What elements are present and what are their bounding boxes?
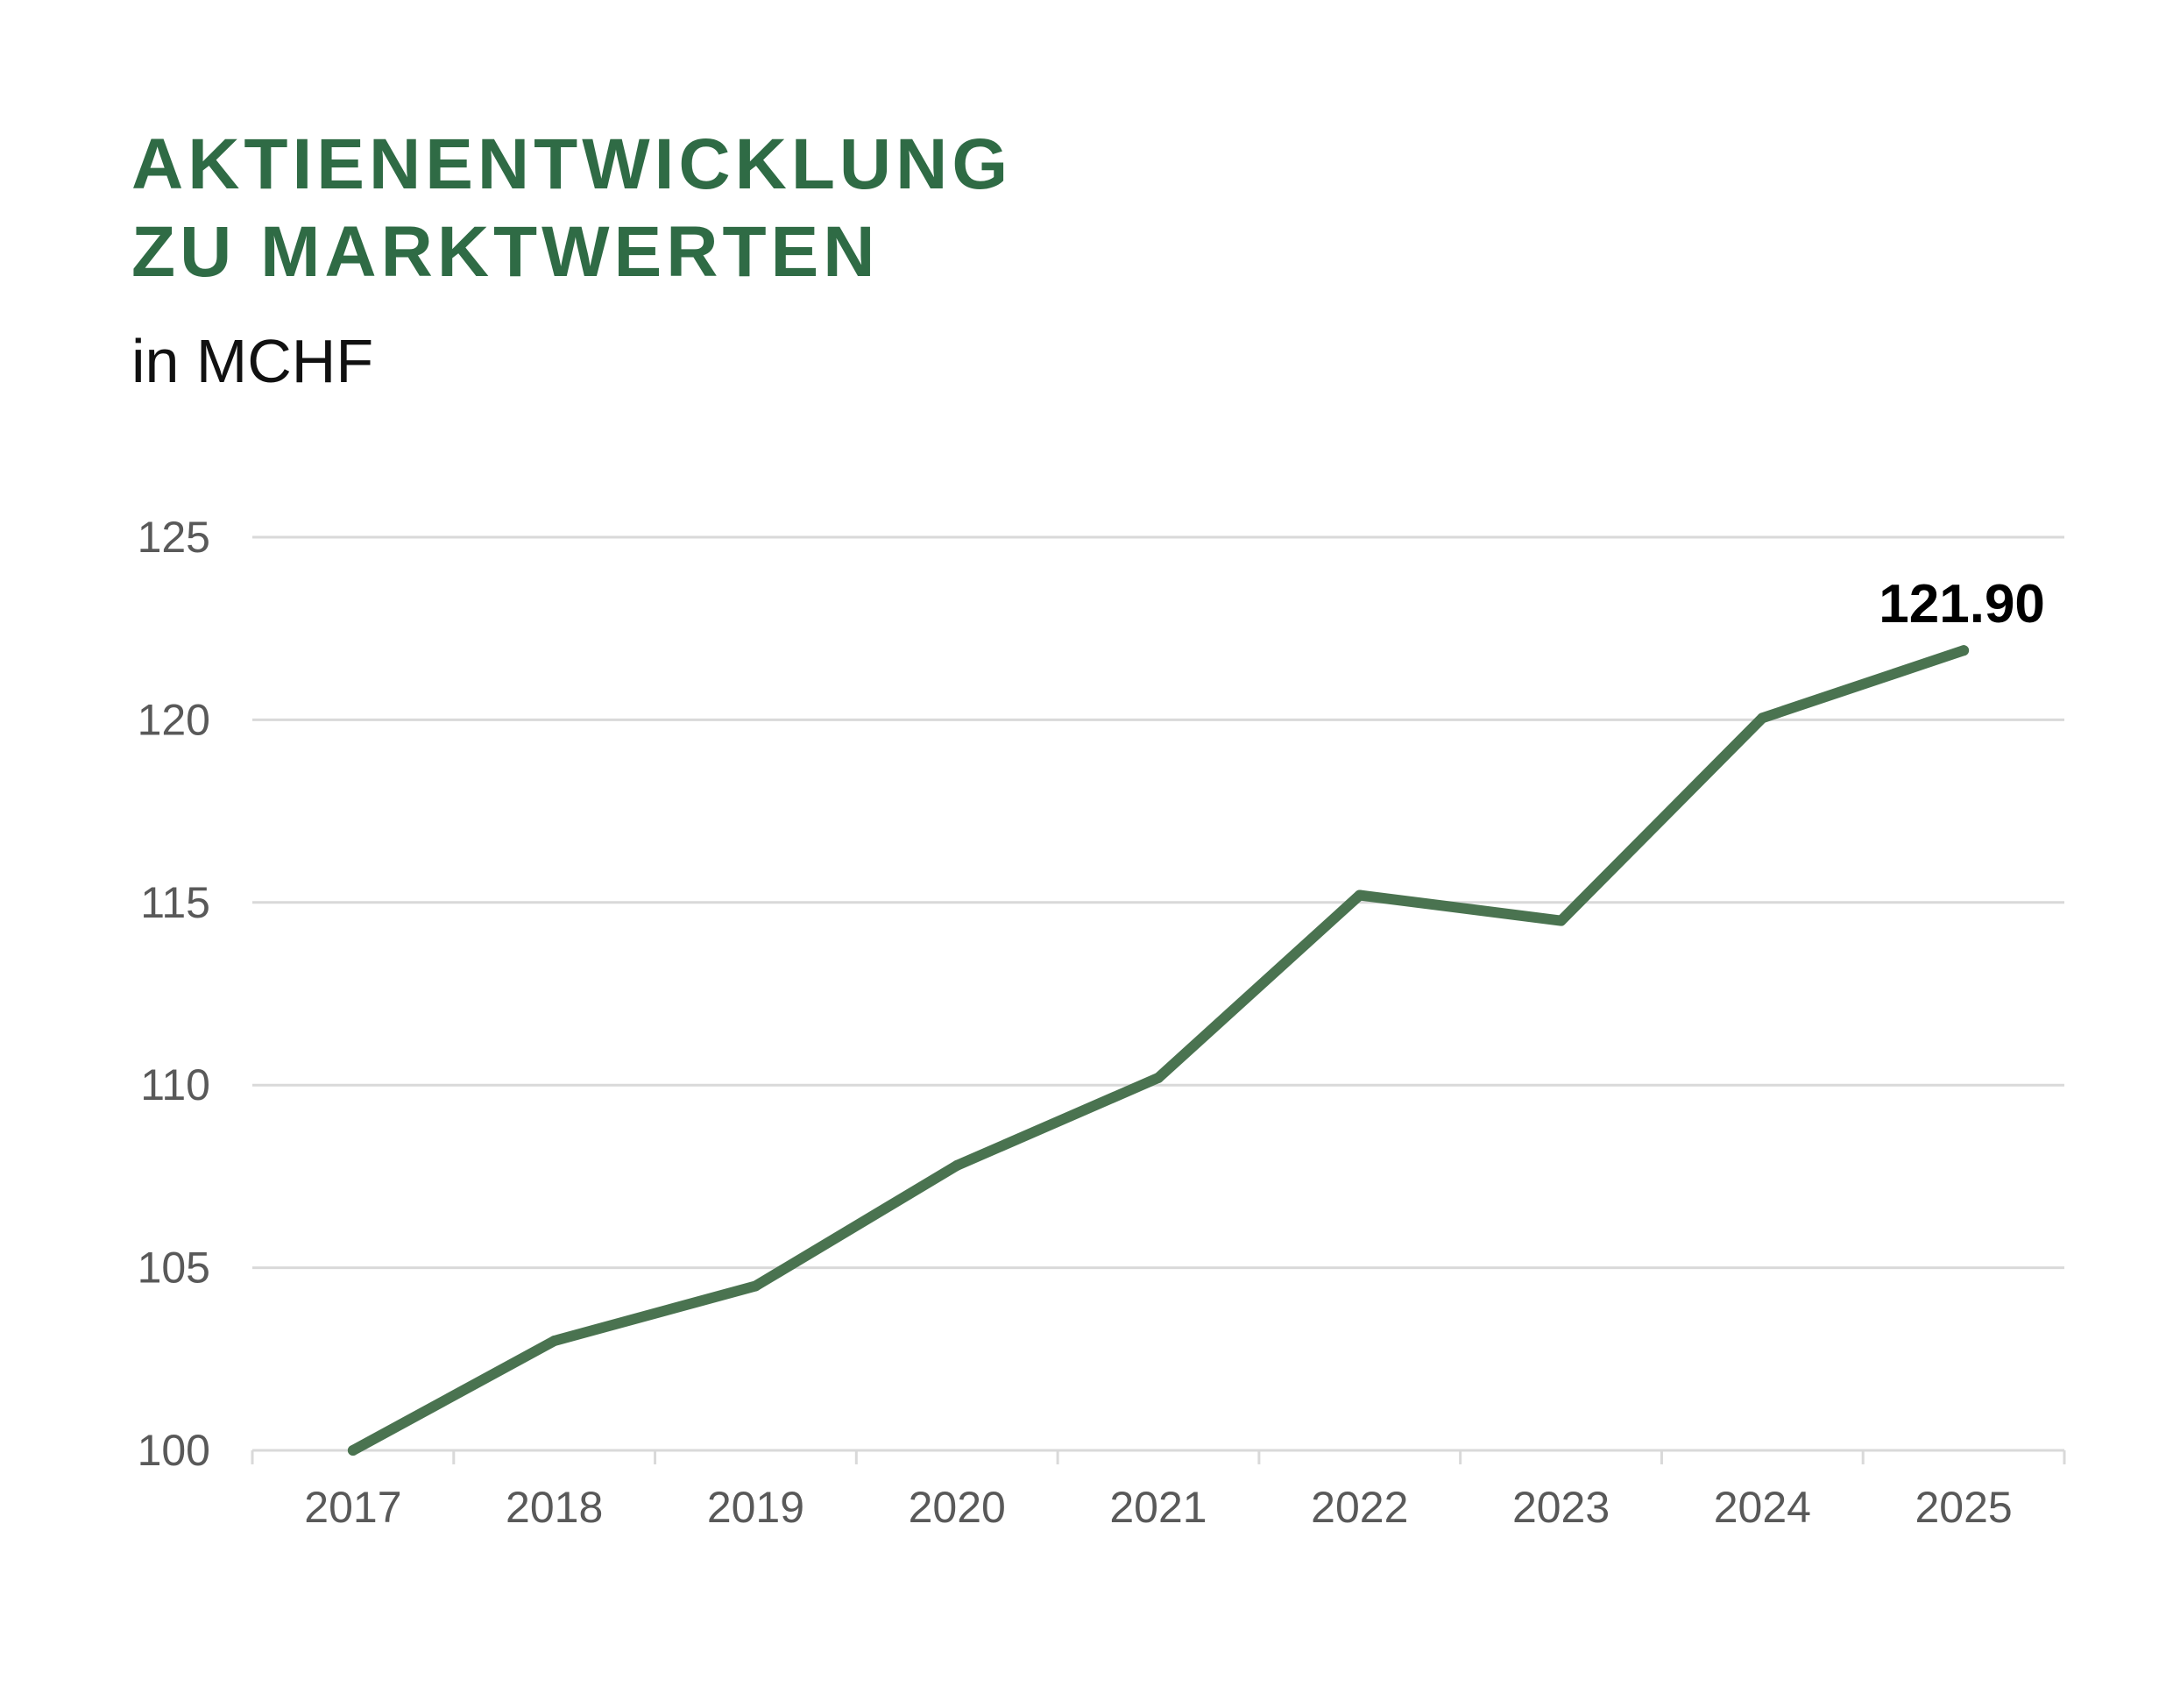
data-label-2025: 121.90 <box>1879 574 2045 634</box>
y-tick-label-100: 100 <box>138 1426 210 1475</box>
data-point-2025 <box>1958 645 1970 656</box>
x-tick-label-2019: 2019 <box>707 1483 804 1532</box>
chart-title-line-1: AKTIENENTWICKLUNG <box>131 124 1013 204</box>
y-tick-label-110: 110 <box>140 1060 210 1109</box>
data-labels: 121.90 <box>1879 574 2045 634</box>
chart-title: AKTIENENTWICKLUNG ZU MARKTWERTEN <box>131 121 1012 296</box>
x-axis <box>251 1449 2066 1464</box>
x-tick-label-2022: 2022 <box>1311 1483 1408 1532</box>
data-point-2018 <box>549 1335 560 1346</box>
y-tick-label-120: 120 <box>138 695 210 744</box>
gridlines <box>252 535 2064 1270</box>
y-axis-tick-labels: 100 105 110 115 120 125 <box>138 513 210 1475</box>
series-line-0 <box>347 645 1970 1456</box>
data-point-2019 <box>750 1280 761 1292</box>
chart-subtitle: in MCHF <box>131 327 374 395</box>
x-tick-label-2018: 2018 <box>506 1483 603 1532</box>
data-point-2023 <box>1555 915 1567 926</box>
y-tick-label-115: 115 <box>140 878 210 927</box>
x-tick-label-2023: 2023 <box>1512 1483 1610 1532</box>
x-tick-label-2025: 2025 <box>1915 1483 2012 1532</box>
x-tick-label-2021: 2021 <box>1109 1483 1207 1532</box>
x-tick-label-2024: 2024 <box>1714 1483 1811 1532</box>
data-point-2021 <box>1153 1072 1164 1083</box>
y-tick-label-125: 125 <box>138 513 210 562</box>
data-point-2022 <box>1354 889 1365 901</box>
y-tick-label-105: 105 <box>138 1244 210 1293</box>
x-tick-label-2020: 2020 <box>909 1483 1006 1532</box>
x-tick-label-2017: 2017 <box>304 1483 401 1532</box>
data-point-2017 <box>347 1445 358 1456</box>
series-layer <box>347 645 1970 1456</box>
data-point-2020 <box>952 1159 963 1171</box>
data-point-2024 <box>1757 712 1768 724</box>
x-axis-tick-labels: 2017 2018 2019 2020 2021 2022 2023 2024 2025 <box>304 1483 2012 1532</box>
chart-title-line-2: ZU MARKTWERTEN <box>131 212 880 292</box>
